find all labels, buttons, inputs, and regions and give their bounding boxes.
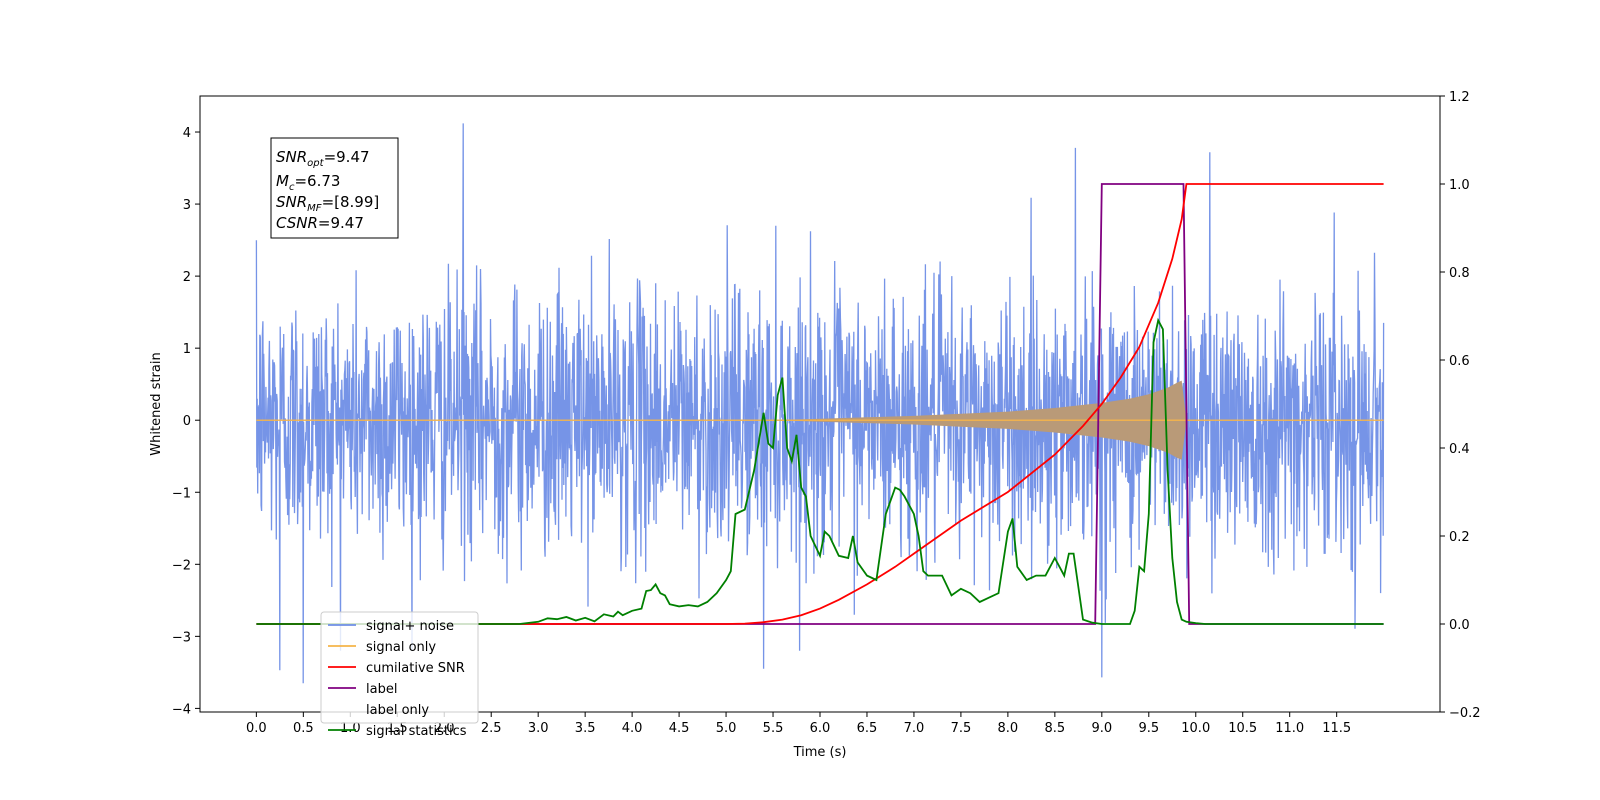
x-tick-label: 1.0 [340,721,361,736]
y-tick-label: 0 [183,414,191,429]
y2-tick-label: 0.2 [1449,530,1470,545]
y-tick-label: 3 [183,198,191,213]
y2-tick-label: −0.2 [1449,706,1481,721]
y-tick-label: −3 [172,630,191,645]
y-tick-label: 1 [183,342,191,357]
x-tick-label: 11.0 [1275,721,1304,736]
x-tick-label: 0.0 [246,721,267,736]
x-tick-label: 7.5 [951,721,972,736]
legend-label: label only [366,703,429,718]
legend-label: signal statistics [366,724,467,739]
x-tick-label: 2.0 [434,721,455,736]
x-tick-label: 10.0 [1181,721,1210,736]
x-tick-label: 4.5 [669,721,690,736]
x-tick-label: 9.0 [1091,721,1112,736]
x-tick-label: 6.0 [810,721,831,736]
x-tick-label: 7.0 [904,721,925,736]
x-tick-label: 4.0 [622,721,643,736]
legend: signal+ noise signal only cumilative SNR la… [320,611,479,739]
legend-label: signal+ noise [366,619,454,634]
y2-tick-label: 0.6 [1449,354,1470,369]
signal-only-series [256,380,1384,460]
right-axis-series [256,183,1384,625]
y-axis-label: Whitened strain [149,352,164,455]
y-tick-label: −2 [172,558,191,573]
noise-series [255,123,1385,684]
x-tick-label: 9.5 [1138,721,1159,736]
stats-box: SNRopt=9.47 Mc=6.73 SNRMF=[8.99] CSNR=9.… [270,137,399,239]
x-axis-ticks: 0.0 0.5 1.0 1.5 2.0 2.5 3.0 3.5 4.0 4.5 5.0 5.5 6.0 6… [246,712,1351,736]
y-tick-label: −1 [172,486,191,501]
stats-csnr: CSNR=9.47 [276,214,364,232]
y2-tick-label: 0.8 [1449,266,1470,281]
x-axis-label: Time (s) [793,745,847,760]
noise-line [255,123,1385,684]
y-axis-ticks: 4 3 2 1 0 −1 −2 −3 −4 [172,126,200,717]
y-tick-label: −4 [172,702,191,717]
x-tick-label: 3.0 [528,721,549,736]
stats-snr-opt: SNRopt=9.47 [276,148,370,169]
x-tick-label: 8.5 [1045,721,1066,736]
cumilative-snr-line [256,183,1384,625]
y2-tick-label: 0.4 [1449,442,1470,457]
y-tick-label: 2 [183,270,191,285]
legend-label: cumilative SNR [366,661,465,676]
stats-snr-mf: SNRMF=[8.99] [276,193,379,214]
x-tick-label: 0.5 [293,721,314,736]
x-tick-label: 3.5 [575,721,596,736]
y2-tick-label: 1.0 [1449,178,1470,193]
legend-label: signal only [366,640,436,655]
x-tick-label: 6.5 [857,721,878,736]
x-tick-label: 11.5 [1322,721,1351,736]
y2-tick-label: 0.0 [1449,618,1470,633]
x-tick-label: 10.5 [1228,721,1257,736]
y-tick-label: 4 [183,126,191,141]
stats-mc: Mc=6.73 [276,172,340,193]
y2-axis-ticks: 1.2 1.0 0.8 0.6 0.4 0.2 0.0 −0.2 [1440,90,1481,721]
x-tick-label: 8.0 [998,721,1019,736]
x-tick-label: 2.5 [481,721,502,736]
x-tick-label: 5.0 [716,721,737,736]
x-tick-label: 5.5 [763,721,784,736]
x-tick-label: 1.5 [387,721,408,736]
legend-label: label [366,682,397,697]
signal-statistics-line [256,317,1384,625]
y2-tick-label: 1.2 [1449,90,1470,105]
